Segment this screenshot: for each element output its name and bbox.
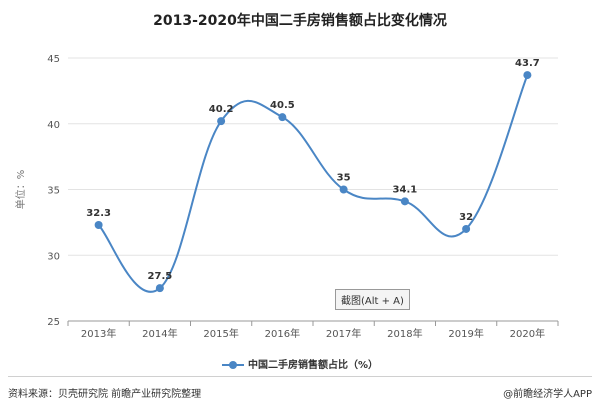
series-line [97, 74, 529, 293]
screenshot-hint: 截图(Alt + A) [335, 289, 410, 310]
legend-label: 中国二手房销售额占比（%） [247, 360, 379, 371]
data-label: 43.7 [515, 58, 540, 69]
gridlines [68, 57, 558, 322]
source-note: 资料来源：贝壳研究院 前瞻产业研究院整理 [8, 389, 202, 400]
x-tick-label: 2016年 [265, 327, 300, 340]
data-label: 40.2 [209, 104, 234, 115]
data-point [217, 117, 226, 126]
y-tick-label: 35 [47, 186, 60, 197]
x-tick-label: 2017年 [326, 327, 361, 340]
data-point [462, 224, 471, 233]
x-tick-label: 2018年 [387, 327, 422, 340]
y-tick-label: 25 [47, 317, 60, 328]
x-tick-label: 2013年 [81, 327, 116, 340]
x-tick-label: 2015年 [203, 327, 238, 340]
data-label: 40.5 [270, 100, 295, 111]
data-label: 35 [337, 173, 351, 184]
x-tick-label: 2020年 [510, 327, 545, 340]
x-tick-label: 2019年 [448, 327, 483, 340]
brand-credit: @前瞻经济学人APP [503, 389, 592, 400]
y-tick-label: 30 [47, 251, 60, 262]
x-tick-label: 2014年 [142, 327, 177, 340]
data-label: 27.5 [148, 271, 173, 282]
data-point [400, 197, 409, 206]
data-point [278, 113, 287, 122]
data-points [94, 71, 532, 293]
y-axis-ticks: 25 30 35 40 45 [47, 54, 60, 328]
data-label: 32.3 [86, 208, 111, 219]
legend: 中国二手房销售额占比（%） [0, 356, 600, 371]
data-point [339, 185, 348, 194]
data-point [94, 221, 103, 230]
x-axis-ticks: 2013年 2014年 2015年 2016年 2017年 2018年 2019年 2020年 [67, 321, 559, 340]
y-tick-label: 45 [47, 54, 60, 65]
data-label: 32 [459, 212, 473, 223]
line-chart: 25 30 35 40 45 2013年 2014年 2015年 2016年 2017年 2018… [14, 54, 559, 340]
chart-title: 2013-2020年中国二手房销售额占比变化情况 [153, 13, 447, 29]
data-point [155, 284, 164, 293]
y-tick-label: 40 [47, 120, 60, 131]
data-point [523, 71, 532, 80]
y-axis-label: 单位：% [14, 170, 27, 210]
legend-marker-icon [221, 360, 244, 370]
data-label: 34.1 [393, 184, 418, 195]
data-labels: 32.3 27.5 40.2 40.5 35 34.1 32 43.7 [86, 58, 539, 282]
footer-divider [8, 376, 592, 377]
